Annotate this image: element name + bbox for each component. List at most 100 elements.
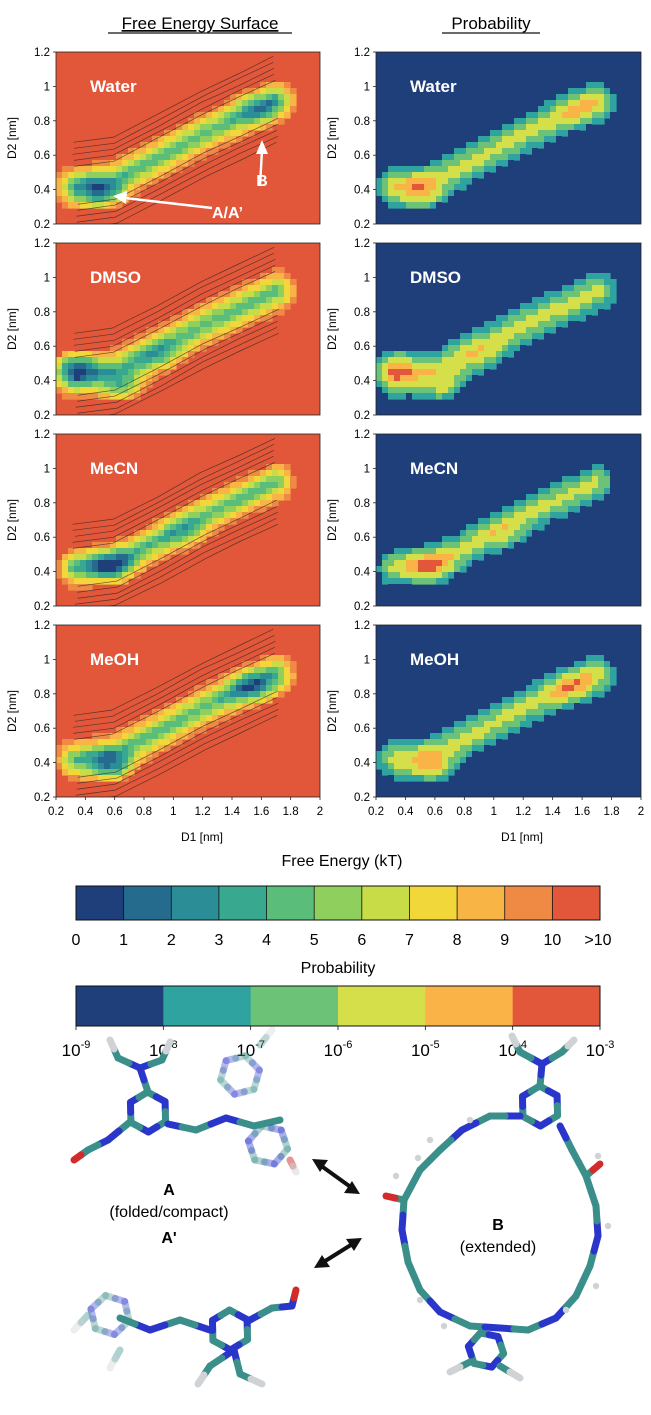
- heatmap-cell: [490, 136, 497, 143]
- heatmap-cell: [92, 763, 99, 770]
- heatmap-cell: [604, 476, 611, 483]
- heatmap-cell: [230, 309, 237, 316]
- heatmap-cell: [604, 470, 611, 477]
- heatmap-cell: [62, 393, 69, 400]
- heatmap-cell: [400, 184, 407, 191]
- heatmap-cell: [574, 697, 581, 704]
- heatmap-cell: [388, 560, 395, 567]
- heatmap-cell: [68, 375, 75, 382]
- heatmap-cell: [290, 667, 297, 674]
- heatmap-cell: [460, 357, 467, 364]
- heatmap-cell: [460, 154, 467, 161]
- heatmap-cell: [248, 500, 255, 507]
- heatmap-cell: [418, 381, 425, 388]
- heatmap-cell: [68, 775, 75, 782]
- heatmap-cell: [146, 524, 153, 531]
- colorbar-label: 4: [262, 932, 271, 949]
- heatmap-cell: [532, 506, 539, 513]
- heatmap-cell: [194, 154, 201, 161]
- heatmap-cell: [110, 560, 117, 567]
- heatmap-cell: [586, 494, 593, 501]
- heatmap-cell: [592, 100, 599, 107]
- heatmap-cell: [236, 321, 243, 328]
- heatmap-cell: [122, 381, 129, 388]
- heatmap-cell: [272, 470, 279, 477]
- heatmap-cell: [418, 393, 425, 400]
- heatmap-cell: [472, 715, 479, 722]
- heatmap-cell: [176, 721, 183, 728]
- heatmap-cell: [406, 357, 413, 364]
- heatmap-cell: [146, 375, 153, 382]
- heatmap-cell: [604, 88, 611, 95]
- heatmap-cell: [448, 548, 455, 555]
- heatmap-cell: [454, 739, 461, 746]
- heatmap-cell: [122, 745, 129, 752]
- y-tick-label: 1.2: [34, 238, 50, 250]
- heatmap-cell: [472, 739, 479, 746]
- heatmap-cell: [538, 506, 545, 513]
- heatmap-cell: [406, 578, 413, 585]
- heatmap-cell: [496, 548, 503, 555]
- heatmap-cell: [86, 560, 93, 567]
- heatmap-cell: [436, 542, 443, 549]
- heatmap-cell: [382, 351, 389, 358]
- heatmap-cell: [394, 578, 401, 585]
- heatmap-cell: [194, 130, 201, 137]
- heatmap-cell: [496, 351, 503, 358]
- panel-frame: [55, 51, 321, 225]
- heatmap-cell: [490, 542, 497, 549]
- bond: [87, 1298, 102, 1313]
- heatmap-cell: [254, 94, 261, 101]
- colorbar-label: 8: [453, 932, 462, 949]
- heatmap-cell: [376, 184, 383, 191]
- heatmap-cell: [508, 315, 515, 322]
- heatmap-cell: [562, 673, 569, 680]
- heatmap-cell: [508, 339, 515, 346]
- colorbar-label: 10-3: [586, 1039, 615, 1060]
- heatmap-cell: [236, 94, 243, 101]
- heatmap-cell: [436, 572, 443, 579]
- heatmap-cell: [496, 703, 503, 710]
- heatmap-cell: [218, 506, 225, 513]
- heatmap-cell: [598, 661, 605, 668]
- heatmap-cell: [254, 88, 261, 95]
- heatmap-cell: [568, 494, 575, 501]
- heatmap-cell: [586, 303, 593, 310]
- heatmap-cell: [484, 357, 491, 364]
- heatmap-cell: [388, 363, 395, 370]
- heatmap-cell: [412, 190, 419, 197]
- heatmap-cell: [152, 154, 159, 161]
- hydrogen-atom: [440, 1322, 448, 1330]
- bond: [506, 1368, 524, 1382]
- heatmap-cell: [278, 100, 285, 107]
- heatmap-cell: [538, 130, 545, 137]
- colorbar-label: 10-7: [236, 1039, 265, 1060]
- heatmap-cell: [248, 667, 255, 674]
- heatmap-cell: [508, 703, 515, 710]
- bond: [248, 1059, 263, 1074]
- heatmap-cell: [538, 673, 545, 680]
- heatmap-cell: [466, 542, 473, 549]
- heatmap-cell: [206, 703, 213, 710]
- heatmap-cell: [502, 697, 509, 704]
- heatmap-cell: [478, 345, 485, 352]
- heatmap-cell: [556, 112, 563, 119]
- heatmap-cell: [448, 727, 455, 734]
- heatmap-cell: [448, 172, 455, 179]
- heatmap-cell: [490, 548, 497, 555]
- heatmap-cell: [430, 363, 437, 370]
- heatmap-cell: [388, 166, 395, 173]
- heatmap-cell: [242, 315, 249, 322]
- heatmap-cell: [134, 148, 141, 155]
- heatmap-cell: [260, 470, 267, 477]
- heatmap-cell: [388, 763, 395, 770]
- heatmap-cell: [418, 548, 425, 555]
- heatmap-cell: [140, 739, 147, 746]
- heatmap-cell: [472, 154, 479, 161]
- heatmap-cell: [176, 321, 183, 328]
- heatmap-cell: [56, 196, 63, 203]
- heatmap-cell: [406, 769, 413, 776]
- contour-line: [77, 314, 278, 402]
